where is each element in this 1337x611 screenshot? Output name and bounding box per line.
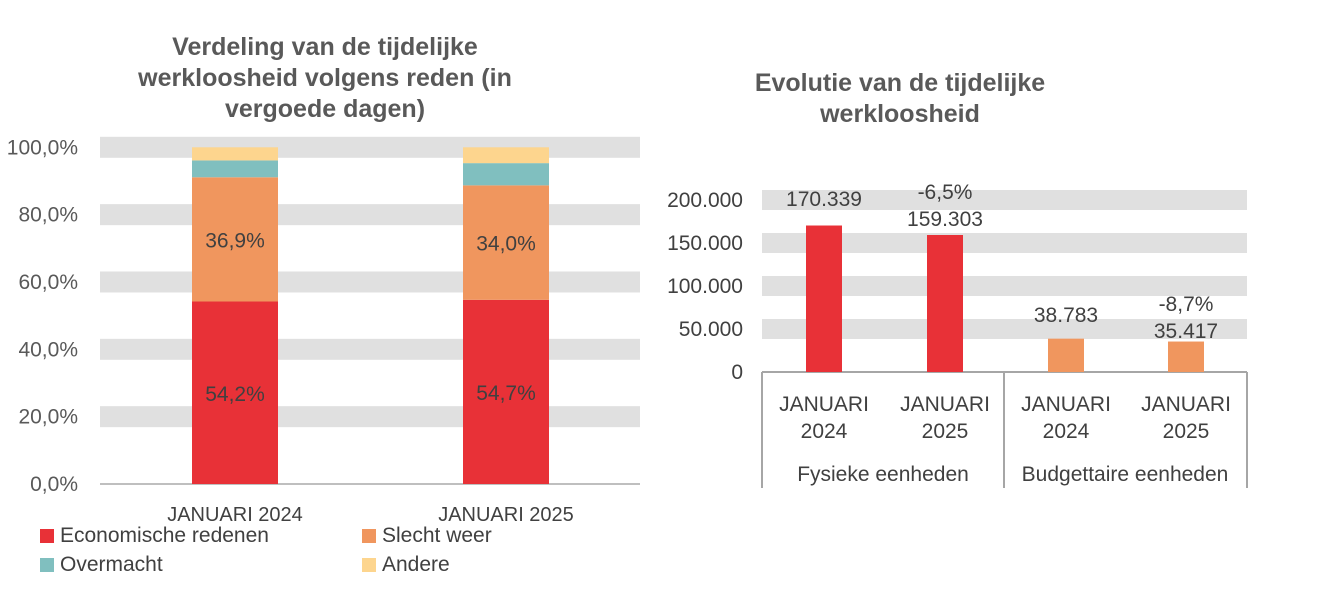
bar-segment <box>463 185 549 300</box>
x-tick-label: JANUARI 2024 <box>1021 393 1111 443</box>
legend-item: Overmacht <box>40 553 163 577</box>
group-label: Fysieke eenheden <box>797 463 969 486</box>
data-label: 54,7% <box>476 382 536 405</box>
data-label: 34,0% <box>476 233 536 256</box>
legend-label: Slecht weer <box>382 524 492 547</box>
legend-label: Overmacht <box>60 553 163 576</box>
y-tick-label: 40,0% <box>18 338 78 361</box>
bar <box>806 225 842 372</box>
x-tick-label: JANUARI 2025 <box>1141 393 1231 443</box>
y-tick-label: 50.000 <box>679 318 743 341</box>
gridline-band <box>762 319 1247 339</box>
y-tick-label: 80,0% <box>18 204 78 227</box>
y-tick-label: 100,0% <box>7 136 78 159</box>
bar <box>927 234 963 372</box>
y-tick-label: 60,0% <box>18 271 78 294</box>
bar <box>1048 338 1084 372</box>
legend-swatch <box>362 529 376 543</box>
gridline-band <box>100 204 640 226</box>
legend-label: Economische redenen <box>60 524 269 547</box>
change-label: -8,7% <box>1159 293 1214 316</box>
x-tick-label: JANUARI 2024 <box>779 393 869 443</box>
data-label: 38.783 <box>1034 304 1098 327</box>
legend-swatch <box>40 529 54 543</box>
bar-segment <box>463 299 549 484</box>
gridline-band <box>100 271 640 293</box>
y-tick-label: 0 <box>731 361 743 384</box>
bar-segment <box>463 163 549 186</box>
x-tick-label: JANUARI 2024 <box>167 504 303 526</box>
x-tick-label: JANUARI 2025 <box>900 393 990 443</box>
x-tick-label: JANUARI 2025 <box>438 504 574 526</box>
group-label: Budgettaire eenheden <box>1022 463 1229 486</box>
bar-segment <box>192 147 278 161</box>
legend-item: Slecht weer <box>362 524 492 548</box>
change-label: -6,5% <box>918 181 973 204</box>
gridline-band <box>100 338 640 360</box>
left-chart-title: Verdeling van de tijdelijke werkloosheid… <box>138 33 512 123</box>
gridline-band <box>762 233 1247 253</box>
bar-segment <box>192 177 278 302</box>
right-chart-title: Evolutie van de tijdelijke werkloosheid <box>754 69 1046 128</box>
data-label: 36,9% <box>205 229 265 252</box>
data-label: 54,2% <box>205 383 265 406</box>
bar <box>1168 341 1204 372</box>
gridline-band <box>762 190 1247 210</box>
y-tick-label: 20,0% <box>18 406 78 429</box>
bar-segment <box>463 147 549 164</box>
data-label: 170.339 <box>786 188 862 211</box>
y-tick-label: 150.000 <box>667 232 743 255</box>
legend-swatch <box>362 558 376 572</box>
data-label: 35.417 <box>1154 320 1218 343</box>
gridline-band <box>100 406 640 428</box>
legend-label: Andere <box>382 553 450 576</box>
legend-item: Andere <box>362 553 450 577</box>
bar-segment <box>192 160 278 178</box>
bar-segment <box>192 301 278 484</box>
data-label: 159.303 <box>907 208 983 231</box>
legend-swatch <box>40 558 54 572</box>
gridline-band <box>762 276 1247 296</box>
gridline-band <box>100 136 640 158</box>
legend-item: Economische redenen <box>40 524 269 548</box>
y-tick-label: 100.000 <box>667 275 743 298</box>
y-tick-label: 0,0% <box>30 473 78 496</box>
y-tick-label: 200.000 <box>667 189 743 212</box>
